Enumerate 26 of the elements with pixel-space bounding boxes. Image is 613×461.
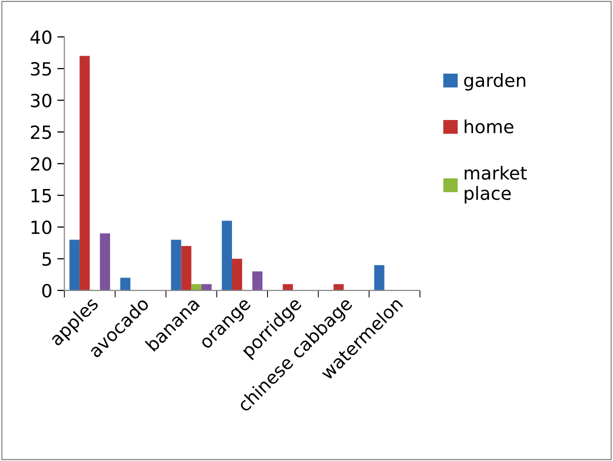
bar [171, 240, 182, 290]
bar [120, 278, 130, 290]
bar [232, 258, 242, 290]
legend-label: home [464, 119, 514, 134]
y-tick-label: 30 [30, 94, 52, 108]
bar [252, 271, 262, 290]
bar [100, 233, 110, 290]
legend-label: market place [464, 166, 527, 204]
bar [222, 220, 232, 290]
bar [181, 246, 192, 290]
bar [334, 284, 344, 290]
y-tick-label: 40 [30, 30, 52, 44]
y-tick-label: 5 [42, 252, 51, 266]
bar [374, 265, 384, 290]
bar [80, 56, 90, 290]
bar [202, 284, 212, 290]
y-tick-label: 25 [30, 125, 51, 140]
bar [69, 240, 80, 290]
y-tick-label: 10 [32, 220, 52, 234]
legend-label: garden [464, 73, 526, 91]
y-tick-label: 35 [30, 62, 51, 76]
bar [191, 284, 202, 290]
y-tick-label: 20 [30, 157, 52, 171]
y-tick-label: 0 [42, 284, 52, 298]
y-tick-label: 15 [32, 189, 51, 202]
bar [282, 284, 293, 290]
